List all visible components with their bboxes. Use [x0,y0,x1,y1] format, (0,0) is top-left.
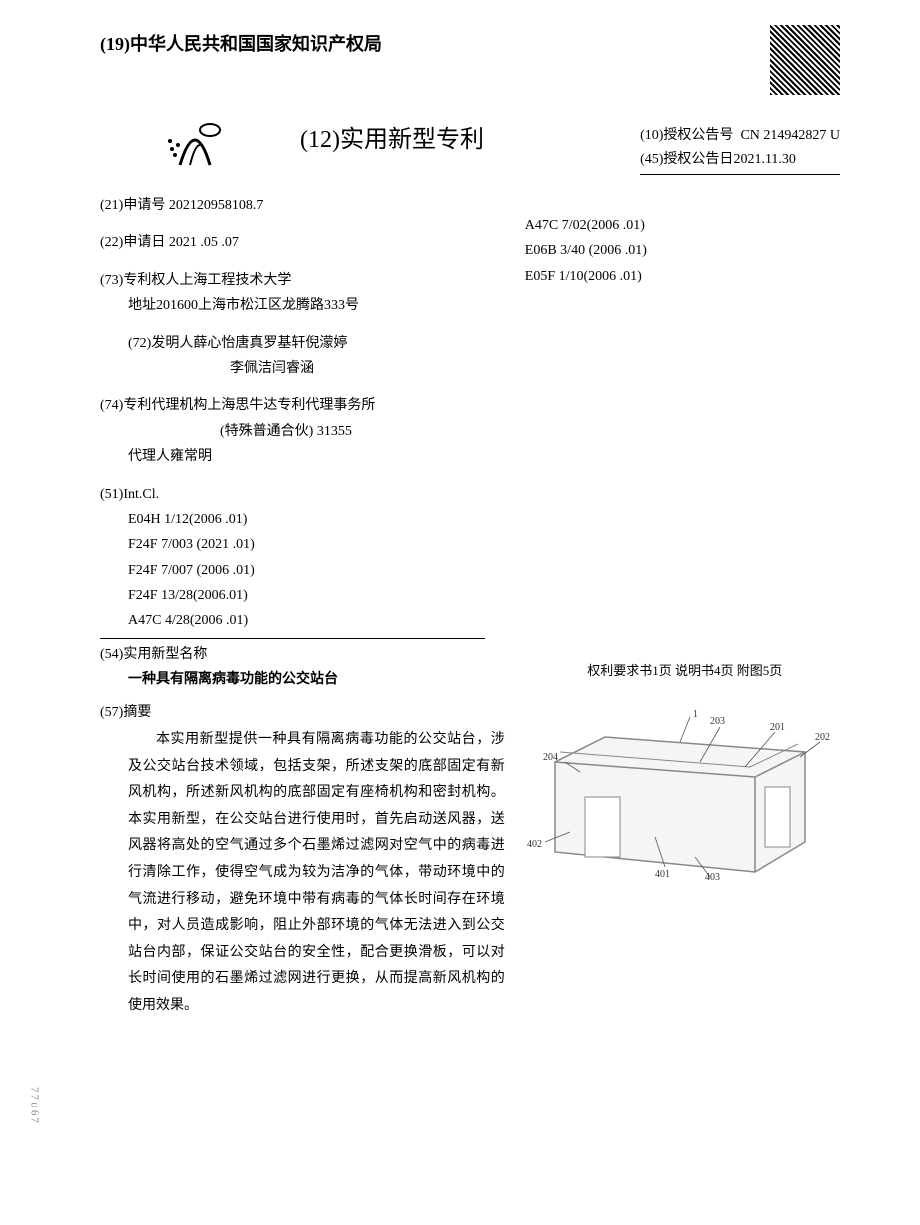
utility-model-name: 一种具有隔离病毒功能的公交站台 [100,669,485,691]
cnipa-logo [160,105,240,175]
svg-text:403: 403 [705,872,720,882]
abstract-label: (57)摘要 [100,702,485,724]
publication-number: (10)授权公告号 CN 214942827 U [640,125,840,147]
svg-text:1: 1 [693,709,698,720]
svg-text:202: 202 [815,732,830,743]
application-date: (22)申请日 2021 .05 .07 [100,232,485,254]
patent-figure: 1 203 201 202 204 402 401 403 [525,702,845,882]
ipc-extra-item: A47C 7/02(2006 .01) [525,215,845,237]
svg-text:203: 203 [710,716,725,727]
patentee: (73)专利权人上海工程技术大学 [100,270,485,292]
inventors-line2: 李佩洁闫睿涵 [100,358,485,380]
ipc-item: F24F 13/28(2006.01) [128,585,485,607]
ipc-list: E04H 1/12(2006 .01) F24F 7/003 (2021 .01… [100,509,485,633]
ipc-extra-item: E06B 3/40 (2006 .01) [525,240,845,262]
intcl-label: (51)Int.Cl. [100,484,485,506]
publication-date: (45)授权公告日2021.11.30 [640,149,840,174]
document-type: (12)实用新型专利 [300,121,484,159]
agent: 代理人雍常明 [100,446,485,468]
application-number: (21)申请号 202120958108.7 [100,195,485,217]
ipc-item: F24F 7/003 (2021 .01) [128,534,485,556]
page-counts: 权利要求书1页 说明书4页 附图5页 [525,661,845,682]
ipc-item: E04H 1/12(2006 .01) [128,509,485,531]
svg-text:402: 402 [527,839,542,850]
side-document-number: 77ᴜ67 [25,1087,43,1125]
ipc-item: F24F 7/007 (2006 .01) [128,560,485,582]
ipc-extra-item: E05F 1/10(2006 .01) [525,266,845,288]
agency: (74)专利代理机构上海思牛达专利代理事务所 [100,395,485,417]
authority-name: (19)中华人民共和国国家知识产权局 [100,30,382,59]
svg-text:204: 204 [543,752,558,763]
utility-model-name-label: (54)实用新型名称 [100,644,485,666]
ipc-item: A47C 4/28(2006 .01) [128,610,485,632]
agency-line2: (特殊普通合伙) 31355 [100,421,485,443]
inventors: (72)发明人薛心怡唐真罗基轩倪濛婷 [100,333,485,355]
patentee-address: 地址201600上海市松江区龙腾路333号 [100,295,485,317]
svg-text:201: 201 [770,722,785,733]
qr-code [770,25,840,95]
svg-text:401: 401 [655,869,670,880]
abstract-text: 本实用新型提供一种具有隔离病毒功能的公交站台，涉及公交站台技术领域，包括支架，所… [100,727,505,1020]
